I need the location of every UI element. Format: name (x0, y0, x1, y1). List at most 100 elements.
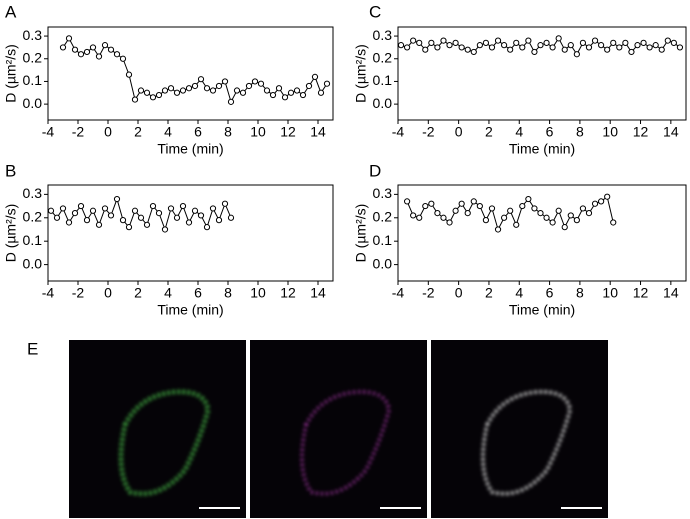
data-point (476, 42, 483, 49)
image-magenta (250, 340, 427, 518)
data-point (403, 44, 411, 51)
x-tick-label: 0 (104, 124, 112, 140)
data-point (634, 42, 641, 49)
y-tick-label: 0.1 (373, 72, 393, 88)
data-point (161, 87, 169, 94)
data-point (482, 217, 490, 224)
panel-label: C (369, 2, 381, 21)
data-point (95, 221, 103, 228)
trace-line (50, 197, 232, 232)
data-point (173, 89, 181, 96)
data-point (53, 214, 61, 221)
data-point (452, 207, 459, 214)
x-tick-label: -2 (422, 285, 435, 301)
x-tick-label: 12 (633, 285, 649, 301)
data-point (676, 44, 684, 51)
x-tick-label: 14 (310, 285, 326, 301)
x-tick-label: -2 (72, 124, 85, 140)
data-point (125, 71, 133, 78)
x-tick-label: -4 (42, 285, 55, 301)
data-point (434, 44, 441, 51)
data-point (610, 219, 617, 226)
data-point (95, 53, 103, 60)
data-point (658, 46, 665, 53)
data-point (573, 217, 580, 224)
data-point (101, 205, 109, 212)
y-tick-label: 0.3 (23, 185, 43, 201)
trace-line (62, 37, 328, 104)
data-point (179, 87, 187, 94)
chart-panel: B -4 -2 0 2 4 6 8 10 12 14 0.0 0.1 0.2 0.3 Time (min) D … (3, 161, 334, 318)
panel-label: A (5, 2, 17, 21)
data-point (567, 42, 574, 49)
data-point (113, 195, 121, 203)
x-tick-label: 6 (194, 285, 202, 301)
x-tick-label: 4 (164, 124, 172, 140)
data-point (215, 217, 223, 224)
data-point (47, 207, 55, 214)
data-point (227, 214, 235, 221)
y-tick-label: 0.0 (23, 95, 43, 111)
data-point (440, 214, 447, 221)
x-axis-label: Time (min) (157, 141, 223, 157)
data-point (567, 212, 574, 219)
x-tick-label: 2 (134, 285, 142, 301)
x-tick-label: 10 (602, 124, 618, 140)
data-point (215, 82, 223, 90)
data-point (470, 198, 477, 205)
y-tick-label: 0.0 (23, 255, 43, 271)
data-point (585, 44, 593, 51)
x-tick-label: 2 (134, 124, 142, 140)
data-point (458, 200, 465, 207)
data-point (464, 46, 471, 53)
data-point (555, 207, 562, 214)
data-point (299, 91, 307, 99)
data-point (610, 39, 617, 46)
data-point (549, 44, 556, 51)
data-point (397, 42, 405, 49)
data-point (275, 85, 283, 92)
data-point (628, 48, 635, 56)
data-point (640, 39, 647, 46)
y-tick-label: 0.1 (23, 72, 43, 88)
data-point (494, 37, 502, 44)
x-tick-label: 6 (546, 285, 554, 301)
x-tick-label: -4 (42, 124, 55, 140)
data-point (131, 207, 139, 214)
y-tick-label: 0.0 (373, 95, 393, 111)
data-point (422, 202, 429, 210)
data-point (89, 44, 97, 51)
data-point (191, 207, 199, 214)
data-point (149, 94, 157, 101)
data-point (125, 224, 133, 231)
data-point (191, 82, 199, 90)
y-tick-label: 0.3 (373, 185, 393, 201)
data-point (233, 87, 241, 94)
x-tick-label: 14 (663, 285, 679, 301)
y-tick-label: 0.2 (23, 208, 43, 224)
data-point (476, 202, 483, 210)
y-tick-label: 0.1 (23, 232, 43, 248)
data-point (416, 39, 423, 46)
y-tick-label: 0.1 (373, 232, 393, 248)
y-axis-label: D (µm²/s) (3, 204, 19, 263)
data-point (77, 51, 85, 58)
data-point (604, 46, 611, 53)
x-tick-label: 0 (104, 285, 112, 301)
x-tick-label: 10 (602, 285, 618, 301)
x-tick-label: 6 (546, 124, 554, 140)
x-tick-label: -4 (392, 285, 405, 301)
y-tick-label: 0.3 (23, 27, 43, 43)
data-point (65, 35, 73, 42)
microscopy-panel: E (27, 339, 608, 518)
x-tick-label: 8 (224, 124, 232, 140)
data-point (167, 205, 175, 212)
y-tick-label: 0.3 (373, 27, 393, 43)
data-point (197, 76, 205, 83)
data-point (203, 85, 211, 92)
plot-frame (47, 184, 334, 282)
panel-label: E (27, 339, 38, 358)
x-axis-label: Time (min) (157, 302, 223, 318)
data-point (143, 221, 151, 228)
x-tick-label: 2 (485, 124, 493, 140)
